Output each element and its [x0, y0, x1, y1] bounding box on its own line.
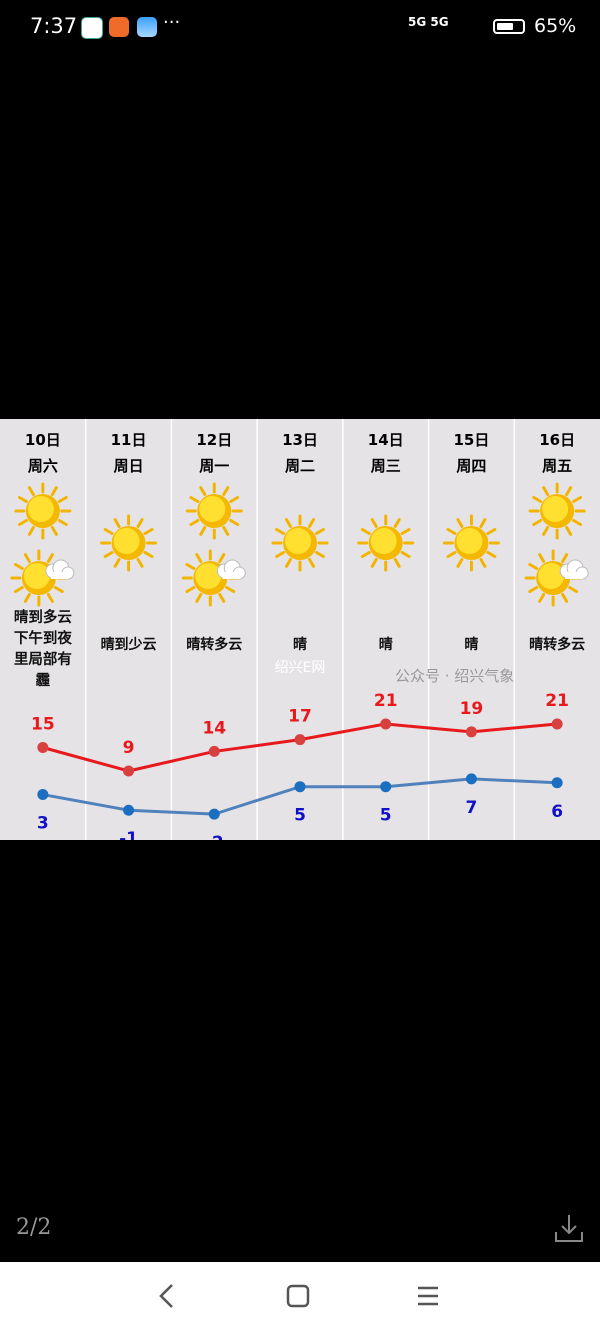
watermark: 绍兴E网: [275, 660, 326, 676]
high-temp-label: 21: [545, 691, 569, 711]
page-counter: 2/2: [16, 1215, 52, 1240]
menu-icon[interactable]: [416, 1282, 440, 1310]
low-temp-point: [37, 789, 49, 801]
weather-forecast-image: 10日周六晴到多云下午到夜里局部有霾 11日周日晴到少云 12日周一晴转多云 13日周…: [0, 419, 600, 840]
sun-icon: [100, 514, 158, 572]
high-temp-point: [465, 726, 477, 738]
sun-icon: [528, 482, 586, 540]
low-temp-label: 3: [37, 814, 49, 834]
weather-description: 晴转多云: [186, 636, 242, 653]
high-temp-label: 17: [288, 707, 312, 727]
battery-percent: 65%: [534, 15, 577, 37]
high-temp-label: 9: [123, 738, 135, 758]
weekday-label: 周五: [542, 457, 572, 475]
low-temp-point: [465, 773, 477, 785]
low-temp-label: 5: [380, 806, 392, 826]
high-temp-point: [208, 745, 220, 757]
date-label: 16日: [539, 431, 575, 449]
low-temp-point: [123, 804, 135, 816]
watermark: 公众号 · 绍兴气象: [395, 667, 514, 685]
status-bar: 7:37 ··· 5G 5G 65%: [0, 0, 600, 55]
weather-description: 里局部有: [14, 650, 72, 668]
weather-description: 晴: [293, 636, 307, 653]
more-notifications-icon: ···: [163, 12, 181, 33]
download-icon[interactable]: [553, 1212, 585, 1244]
low-temp-point: [208, 808, 220, 820]
date-label: 13日: [282, 431, 318, 449]
clock: 7:37: [30, 14, 78, 38]
home-icon[interactable]: [286, 1282, 310, 1310]
weekday-label: 周四: [456, 457, 486, 475]
weekday-label: 周日: [114, 457, 144, 475]
high-temp-point: [123, 765, 135, 777]
date-label: 15日: [453, 431, 489, 449]
low-temp-point: [294, 781, 306, 793]
sun-icon: [14, 482, 72, 540]
weather-description: 晴: [379, 636, 393, 653]
high-temp-point: [37, 742, 49, 753]
weather-description: 晴到少云: [101, 636, 157, 653]
sun-cloud-icon: [524, 549, 589, 607]
high-temp-point: [294, 734, 306, 746]
date-label: 10日: [25, 431, 61, 449]
high-temp-label: 21: [374, 691, 398, 711]
low-temp-label: -1: [119, 829, 138, 840]
sun-cloud-icon: [181, 549, 246, 607]
weather-description: 晴转多云: [529, 636, 585, 653]
low-temp-point: [551, 777, 563, 789]
sun-icon: [271, 514, 329, 572]
weather-description: 晴: [464, 636, 478, 653]
low-temp-point: [380, 781, 392, 793]
weather-description: 晴到多云: [14, 608, 72, 626]
signal-icon: 5G 5G: [408, 15, 449, 29]
cloud-app-icon: [137, 17, 157, 37]
weekday-label: 周二: [285, 457, 315, 475]
video-app-icon: [109, 17, 129, 37]
weekday-label: 周六: [28, 457, 58, 475]
sun-cloud-icon: [10, 549, 75, 607]
high-temp-point: [380, 718, 392, 730]
weather-description: 霾: [36, 672, 51, 689]
high-temp-label: 19: [460, 699, 484, 719]
weather-description: 下午到夜: [14, 629, 72, 647]
low-temp-label: 5: [294, 806, 306, 826]
high-temp-label: 14: [202, 718, 226, 738]
low-temp-label: -2: [205, 833, 224, 840]
date-label: 12日: [196, 431, 232, 449]
home-app-icon: [81, 17, 103, 39]
weekday-label: 周一: [199, 457, 229, 475]
navigation-bar: [0, 1262, 600, 1333]
back-icon[interactable]: [156, 1282, 178, 1310]
sun-icon: [185, 482, 243, 540]
date-label: 11日: [111, 431, 147, 449]
weekday-label: 周三: [371, 457, 401, 475]
low-temp-label: 7: [466, 798, 478, 818]
date-label: 14日: [368, 431, 404, 449]
low-temp-label: 6: [551, 802, 563, 822]
sun-icon: [357, 514, 415, 572]
battery-icon: [493, 19, 525, 34]
high-temp-line: [42, 722, 558, 773]
high-temp-label: 15: [31, 715, 55, 735]
sun-icon: [442, 514, 500, 572]
high-temp-point: [551, 718, 563, 730]
